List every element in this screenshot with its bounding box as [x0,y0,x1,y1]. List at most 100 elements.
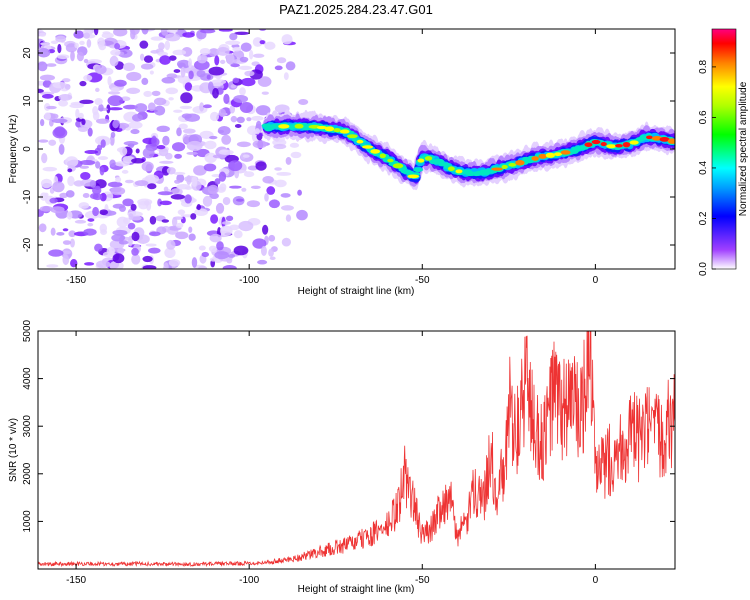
heatmap-noise-cell [285,156,292,165]
heatmap-noise-cell [126,87,141,94]
heatmap-noise-cell [298,98,309,105]
heatmap-noise-cell [112,120,119,129]
colorbar-ticks: 0.0 0.2 0.4 0.6 0.8 [698,60,716,276]
heatmap-ridge [261,109,675,191]
heatmap-noise-cell [180,92,193,104]
heatmap-noise-cell [70,50,75,62]
heatmap-noise-cell [100,229,108,235]
heatmap-noise-cell [46,63,57,67]
heatmap-ridge-hotspot [538,153,548,159]
heatmap-ridge-hotspot [622,142,631,148]
heatmap-noise-cell [170,194,186,200]
x-tick-label: 0 [593,575,599,586]
heatmap-noise-cell [66,211,73,220]
heatmap-noise-cell [219,183,227,191]
heatmap-noise-cell [199,47,211,56]
heatmap-ridge-hotspot [501,164,508,170]
heatmap-ridge-hotspot [629,140,639,145]
heatmap-noise-cell [163,262,169,269]
heatmap-noise-cell [46,105,57,110]
heatmap-noise-cell [99,209,109,216]
heatmap-noise-cell [285,61,296,71]
heatmap-noise-cell [97,37,106,48]
heatmap-noise-cell [153,97,167,106]
heatmap-noise-cell [193,59,210,71]
heatmap-noise-cell [289,142,300,148]
heatmap-noise-cell [78,112,84,120]
heatmap-noise-cell [174,153,182,159]
heatmap-noise-cell [115,176,122,183]
heatmap-noise-cell [126,71,142,82]
heatmap-noise-cell [75,108,80,119]
heatmap-noise-cell [95,118,110,124]
heatmap-ridge-hotspot [417,158,425,163]
heatmap-noise-cell [281,237,291,247]
heatmap-noise-cell [39,74,56,81]
heatmap-noise-cell [214,178,221,185]
heatmap-noise-cell [219,149,229,153]
heatmap-ridge-hotspot [560,150,571,155]
heatmap-ridge-hotspot [361,145,374,149]
heatmap-noise-cell [56,231,65,236]
heatmap-noise-cell [86,39,92,48]
heatmap-noise-cell [162,135,170,146]
heatmap-noise-cell [41,94,54,99]
heatmap-noise-cell [131,253,141,265]
heatmap-noise-cell [141,29,149,35]
heatmap-noise-cell [101,32,114,39]
heatmap-noise-cell [87,127,93,137]
heatmap-noise-cell [222,265,237,269]
heatmap-noise-cell [79,80,87,87]
heatmap-noise-cell [67,168,73,173]
heatmap-noise-cell [87,218,95,222]
heatmap-noise-cell [243,171,255,178]
heatmap-noise-cell [156,144,166,150]
heatmap-noise-cell [212,87,219,99]
heatmap-noise-cell [48,249,64,257]
heatmap-ridge-hotspot [600,142,607,147]
heatmap-noise-cell [166,29,178,34]
heatmap-noise-cell [281,34,293,45]
heatmap-noise-cell [131,247,139,256]
heatmap-noise-cell [130,129,140,135]
heatmap-noise-cell [255,105,271,116]
heatmap-noise-cell [216,46,230,56]
heatmap-noise-cell [240,42,252,52]
heatmap-noise-cell [241,187,247,192]
heatmap-noise-cell [74,42,79,49]
heatmap-noise-cell [220,59,226,65]
heatmap-noise-cell [79,99,94,105]
y-tick-label: 3000 [22,415,33,438]
heatmap-noise-cell [46,264,59,268]
heatmap-ridge-hotspot [356,139,364,144]
heatmap-noise-cell [190,213,197,220]
x-tick-label: 0 [593,275,599,286]
heatmap-noise-cell [94,64,107,75]
heatmap-noise-cell [147,102,156,112]
heatmap-noise-cell [188,70,194,80]
heatmap-noise-cell [62,228,69,232]
heatmap-ridge-hotspot [424,156,433,161]
heatmap-noise-cell [83,32,90,39]
heatmap-noise-cell [199,102,205,112]
heatmap-noise-cell [49,197,58,204]
heatmap-noise-cell [218,108,227,118]
heatmap-noise-cell [228,160,243,172]
heatmap-noise-cell [62,78,71,83]
heatmap-noise-cell [100,139,106,148]
heatmap-noise-cell [229,185,242,189]
heatmap-noise-cell [50,40,59,44]
heatmap-ridge-hotspot [667,138,675,144]
heatmap-noise-cell [123,62,136,72]
heatmap-noise-cell [198,265,208,269]
heatmap-noise-cell [134,180,149,187]
heatmap-noise-cell [209,111,220,122]
heatmap-noise-cell [159,55,171,65]
heatmap-noise-cell [73,30,85,39]
heatmap-noise-cell [121,169,129,174]
heatmap-noise-cell [116,216,129,228]
heatmap-noise-cell [84,150,99,155]
heatmap-noise-cell [214,55,220,66]
heatmap-noise-cell [94,243,103,252]
